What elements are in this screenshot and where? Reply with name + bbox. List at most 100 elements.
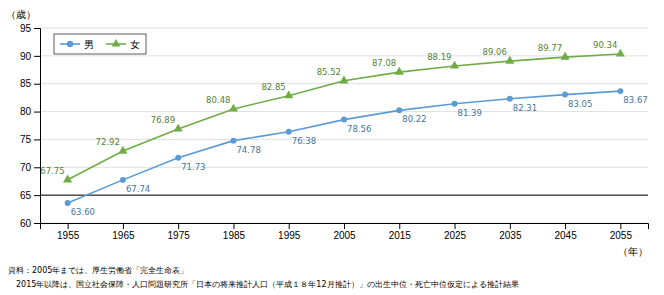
y-tick: 65 [20,190,40,201]
x-tick-mark [68,223,69,229]
data-label: 76.89 [151,115,175,125]
legend-item: 男 [60,39,94,50]
data-label: 88.19 [427,52,451,62]
x-tick: 1965 [112,223,135,241]
series-point [396,107,402,113]
y-tick-mark [34,28,40,29]
y-tick: 90 [20,51,40,62]
y-tick-label: 60 [20,218,32,229]
x-tick-mark [289,223,290,229]
y-tick-label: 80 [20,106,32,117]
data-label: 80.22 [402,114,426,124]
x-tick-mark [178,223,179,229]
grid-line [40,167,648,168]
legend: 男女 [54,34,146,54]
x-tick-label: 1985 [223,230,246,241]
x-tick: 1975 [168,223,191,241]
legend-label: 男 [84,39,94,50]
x-tick-mark [399,223,400,229]
grid-line [40,55,648,56]
y-tick: 75 [20,134,40,145]
y-axis: 60 65 70 75 80 85 90 95 [20,23,41,229]
data-label: 72.92 [96,137,120,147]
y-tick: 70 [20,162,40,173]
legend-box [54,34,146,54]
annotation: 資料：2005年までは、厚生労働省「完全生命表」 [8,266,188,275]
series-point [507,96,513,102]
y-tick: 85 [20,78,40,89]
x-tick-label: 1995 [278,230,301,241]
grid-line [40,111,648,112]
y-tick-label: 70 [20,162,32,173]
x-tick-mark [565,223,566,229]
x-tick-label: 2045 [554,230,577,241]
legend-marker [67,41,73,47]
y-tick-mark [34,112,40,113]
y-tick-label: 95 [20,23,32,34]
y-tick-mark [34,56,40,57]
y-tick-label: 65 [20,190,32,201]
x-tick-label: 1955 [57,230,80,241]
y-tick: 60 [20,218,40,229]
legend-item: 女 [106,39,140,50]
data-label: 76.38 [292,136,316,146]
x-tick: 2025 [444,223,467,241]
series-point [286,129,292,135]
series-point [230,138,236,144]
x-tick-label: 2025 [444,230,467,241]
data-label: 78.56 [347,124,371,134]
series-point [65,200,71,206]
x-tick-mark [233,223,234,229]
x-tick-label: 2055 [610,230,633,241]
data-label: 83.05 [568,99,592,109]
y-tick: 80 [20,106,40,117]
y-axis-line [34,29,41,224]
x-tick-label: 1975 [168,230,191,241]
chart: 1955 1965 1975 1985 1995 2005 2015 2025 2035 2045… [0,0,664,295]
grid-line [40,139,648,140]
grid [40,28,648,223]
data-labels: 63.6067.7471.7374.7876.3878.5680.2281.39… [40,40,647,217]
data-label: 89.06 [482,47,506,57]
x-tick-label: 2035 [499,230,522,241]
y-tick-mark [34,167,40,168]
y-tick-mark [34,223,40,224]
y-tick-mark [34,195,40,196]
x-tick: 2045 [554,223,577,241]
x-tick: 1955 [57,223,80,241]
y-tick-label: 90 [20,51,32,62]
grid-line [40,28,648,29]
data-label: 87.08 [372,58,396,68]
x-tick: 2055 [610,223,633,241]
x-tick: 1995 [278,223,301,241]
series-point [120,177,126,183]
annotation: 2015年以降は、国立社会保障・人口問題研究所「日本の将来推計人口（平成１８年1… [8,280,519,289]
legend-marker [112,39,121,46]
data-label: 85.52 [317,67,341,77]
data-label: 63.60 [71,207,95,217]
data-label: 81.39 [458,108,482,118]
series-point [341,117,347,123]
data-label: 82.85 [261,82,285,92]
y-axis-title: （歳） [6,9,36,20]
data-label: 90.34 [593,40,617,50]
x-axis: 1955 1965 1975 1985 1995 2005 2015 2025 2035 2045… [41,223,649,241]
x-tick-label: 2015 [389,230,412,241]
x-tick-mark [344,223,345,229]
data-label: 89.77 [538,43,562,53]
x-tick-mark [620,223,621,229]
x-tick: 2035 [499,223,522,241]
x-tick-mark [510,223,511,229]
y-tick-mark [34,139,40,140]
x-tick: 2005 [333,223,356,241]
x-tick-mark [123,223,124,229]
grid-line [40,195,648,196]
series-point [175,155,181,161]
data-label: 67.75 [40,166,64,176]
series-point [617,88,623,94]
x-tick-mark [455,223,456,229]
data-label: 71.73 [181,162,205,172]
data-label: 80.48 [206,95,230,105]
x-tick: 2015 [389,223,412,241]
x-axis-title: （年） [618,246,648,257]
